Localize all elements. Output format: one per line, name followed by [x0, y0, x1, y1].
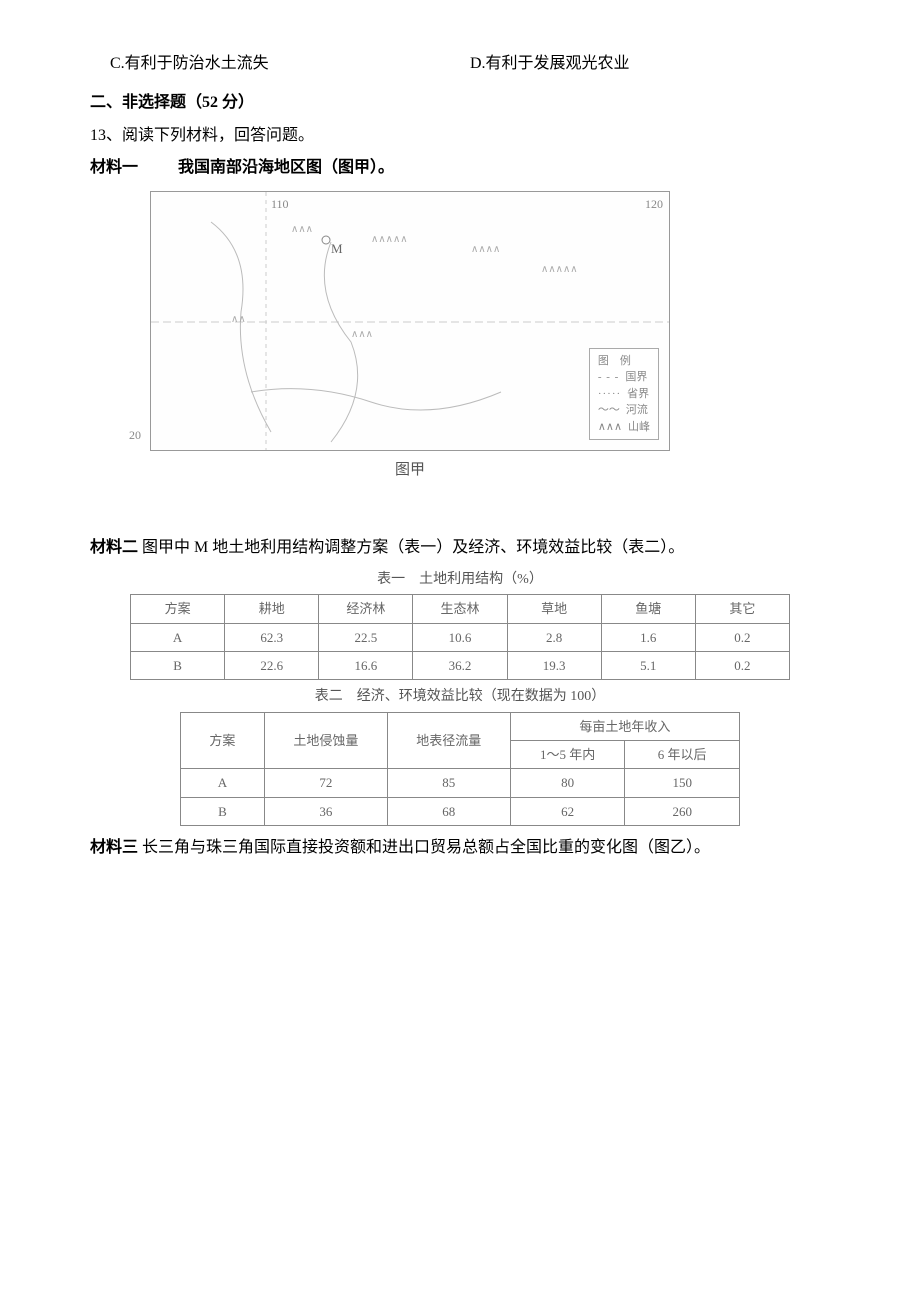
table-2: 方案 土地侵蚀量 地表径流量 每亩土地年收入 1～5 年内 6 年以后 A 72… [180, 712, 740, 827]
material-2-text: 图甲中 M 地土地利用结构调整方案（表一）及经济、环境效益比较（表二）。 [142, 539, 684, 556]
svg-text:∧∧: ∧∧ [231, 314, 246, 325]
t2-h-income: 每亩土地年收入 [510, 712, 739, 740]
option-c: C.有利于防治水土流失 [110, 50, 470, 79]
figure-1-legend: 图 例 - - -国界 ·····省界 ～～河流 ∧∧∧山峰 [589, 348, 659, 441]
table-row: B 36 68 62 260 [181, 797, 740, 825]
t1-r1c0: B [131, 651, 225, 679]
legend-row-4: ∧∧∧山峰 [598, 419, 650, 436]
t1-r1c6: 0.2 [695, 651, 789, 679]
material-1-label: 材料一 [90, 159, 138, 176]
svg-text:∧∧∧: ∧∧∧ [291, 224, 313, 235]
t1-h2: 经济林 [319, 595, 413, 623]
table-2-caption: 表二 经济、环境效益比较（现在数据为 100） [90, 684, 830, 709]
t2-r0c4: 150 [625, 769, 740, 797]
t1-r0c5: 1.6 [601, 623, 695, 651]
q13-intro: 13、阅读下列材料，回答问题。 [90, 122, 830, 151]
table-1: 方案 耕地 经济林 生态林 草地 鱼塘 其它 A 62.3 22.5 10.6 … [130, 594, 790, 680]
t1-h4: 草地 [507, 595, 601, 623]
svg-text:∧∧∧∧∧: ∧∧∧∧∧ [371, 234, 408, 245]
t2-h-1to5: 1～5 年内 [510, 740, 625, 768]
t2-r1c0: B [181, 797, 265, 825]
t2-h-runoff: 地表径流量 [387, 712, 510, 769]
t1-r1c3: 36.2 [413, 651, 507, 679]
t1-r1c1: 22.6 [225, 651, 319, 679]
t1-r0c1: 62.3 [225, 623, 319, 651]
material-3-label: 材料三 [90, 839, 138, 856]
t1-r0c4: 2.8 [507, 623, 601, 651]
legend-row-3: ～～河流 [598, 402, 650, 419]
legend-row-2: ·····省界 [598, 386, 650, 403]
t2-r1c1: 36 [264, 797, 387, 825]
options-row: C.有利于防治水土流失 D.有利于发展观光农业 [90, 50, 830, 79]
t2-h-erosion: 土地侵蚀量 [264, 712, 387, 769]
svg-text:∧∧∧∧∧: ∧∧∧∧∧ [541, 264, 578, 275]
material-3-text: 长三角与珠三角国际直接投资额和进出口贸易总额占全国比重的变化图（图乙）。 [142, 839, 710, 856]
t2-r0c0: A [181, 769, 265, 797]
t1-r0c0: A [131, 623, 225, 651]
t1-h0: 方案 [131, 595, 225, 623]
t1-r0c3: 10.6 [413, 623, 507, 651]
table-row: B 22.6 16.6 36.2 19.3 5.1 0.2 [131, 651, 790, 679]
table-1-header-row: 方案 耕地 经济林 生态林 草地 鱼塘 其它 [131, 595, 790, 623]
table-row: A 72 85 80 150 [181, 769, 740, 797]
material-3: 材料三 长三角与珠三角国际直接投资额和进出口贸易总额占全国比重的变化图（图乙）。 [90, 834, 830, 863]
t2-r0c1: 72 [264, 769, 387, 797]
t2-h-plan: 方案 [181, 712, 265, 769]
t1-h1: 耕地 [225, 595, 319, 623]
material-2-label: 材料二 [90, 539, 138, 556]
figure-1-container: 110 120 20 M ∧∧∧ ∧∧∧∧∧ ∧∧∧∧ ∧∧∧∧∧ ∧∧ ∧∧∧… [150, 191, 670, 484]
t2-r0c3: 80 [510, 769, 625, 797]
t2-r0c2: 85 [387, 769, 510, 797]
t1-h3: 生态林 [413, 595, 507, 623]
lat-20: 20 [129, 425, 141, 447]
t1-r0c2: 22.5 [319, 623, 413, 651]
t1-h5: 鱼塘 [601, 595, 695, 623]
legend-title: 图 例 [598, 353, 650, 370]
option-d: D.有利于发展观光农业 [470, 50, 830, 79]
table-1-caption: 表一 土地利用结构（%） [90, 567, 830, 592]
t1-r1c2: 16.6 [319, 651, 413, 679]
material-2: 材料二 图甲中 M 地土地利用结构调整方案（表一）及经济、环境效益比较（表二）。 [90, 534, 830, 563]
section-2-title: 二、非选择题（52 分） [90, 89, 830, 118]
svg-text:∧∧∧: ∧∧∧ [351, 329, 373, 340]
figure-1-caption: 图甲 [150, 457, 670, 484]
t2-h-6plus: 6 年以后 [625, 740, 740, 768]
figure-1-box: 110 120 20 M ∧∧∧ ∧∧∧∧∧ ∧∧∧∧ ∧∧∧∧∧ ∧∧ ∧∧∧… [150, 191, 670, 451]
legend-row-1: - - -国界 [598, 369, 650, 386]
svg-text:∧∧∧∧: ∧∧∧∧ [471, 244, 500, 255]
t1-h6: 其它 [695, 595, 789, 623]
t1-r1c5: 5.1 [601, 651, 695, 679]
t2-r1c4: 260 [625, 797, 740, 825]
t1-r0c6: 0.2 [695, 623, 789, 651]
material-1: 材料一 我国南部沿海地区图（图甲）。 [90, 154, 830, 183]
t2-r1c3: 62 [510, 797, 625, 825]
table-row: A 62.3 22.5 10.6 2.8 1.6 0.2 [131, 623, 790, 651]
table-2-header-row-1: 方案 土地侵蚀量 地表径流量 每亩土地年收入 [181, 712, 740, 740]
material-1-text: 我国南部沿海地区图（图甲）。 [178, 159, 394, 176]
t1-r1c4: 19.3 [507, 651, 601, 679]
t2-r1c2: 68 [387, 797, 510, 825]
